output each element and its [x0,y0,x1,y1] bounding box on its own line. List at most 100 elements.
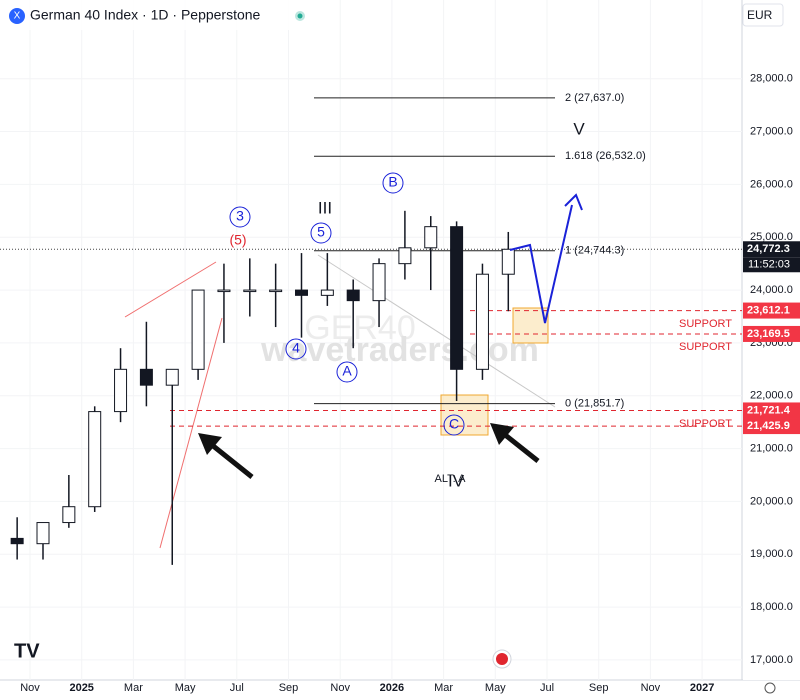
candle-body [320,289,334,296]
y-tick-label: 20,000.0 [750,495,793,507]
y-tick-label: 18,000.0 [750,601,793,613]
projection-path [509,204,573,324]
wave-circle [310,222,332,244]
x-tick-label: 2027 [690,682,714,694]
symbol-icon[interactable] [9,8,25,24]
countdown-bg [743,257,800,273]
y-tick-label: 27,000.0 [750,125,793,137]
x-tick-label: Sep [279,682,299,694]
fib-label: 1 (24,744.3) [565,245,624,257]
wave-label: III [318,198,332,217]
candle-body [139,368,153,386]
x-tick-label: May [175,682,196,694]
candle-body [217,289,231,293]
candle-body [346,289,360,302]
y-tick-label: 26,000.0 [750,178,793,190]
wedge-line [124,261,217,318]
target-zone [512,307,549,344]
wave-label: B [388,174,397,190]
y-tick-label: 17,000.0 [750,654,793,666]
candle-body [295,289,308,296]
fib-label: 1.618 (26,532.0) [565,150,646,162]
alt-label: ALT: A [435,473,467,485]
support-tag [743,302,800,319]
chart-title: German 40 Index · 1D · Pepperstone [30,7,261,23]
support-tag-label: 21,721.4 [747,404,791,416]
wave-label: 4 [292,340,300,356]
candle-body [36,522,50,545]
x-tick-label: Nov [330,682,350,694]
header-bg [0,0,320,30]
wedge-line [159,317,223,549]
support-tag [743,325,800,342]
y-tick-label: 19,000.0 [750,548,793,560]
watermark-symbol: GER40 [304,309,416,347]
arrow [198,433,254,479]
wave-circle [443,414,465,436]
support-tag-label: 23,612.1 [747,304,790,316]
currency-button[interactable] [742,3,784,27]
status-dot [297,13,303,19]
wave-label: V [573,119,585,138]
support-tag-label: 21,425.9 [747,420,790,432]
axes: 17,000.0 18,000.0 19,000.0 20,000.0 21,000.0… [0,30,800,700]
candle-body [269,289,283,293]
fib-label: 0 (21,851.7) [565,397,624,409]
x-tick-label: Jul [540,682,554,694]
candle-body [398,247,412,265]
candle-body [191,289,205,370]
y-tick-label: 24,000.0 [750,284,793,296]
candle-body [62,506,76,524]
wave-circle [336,361,358,383]
candle-body [450,226,464,370]
support-label: SUPPORT [679,318,732,330]
candle-body [501,248,515,275]
target-zone [440,394,489,436]
x-tick-label: Nov [641,682,661,694]
wave-label: 5 [317,224,325,240]
wave-circle [229,206,251,228]
wave-label: IV [448,471,465,490]
trend-line [317,254,556,408]
wave-label: (5) [229,232,246,248]
support-tag-label: 23,169.5 [747,328,790,340]
settings-icon [764,682,776,694]
symbol-icon-glyph: X [14,11,21,22]
watermark: wavetraders.com [260,331,539,369]
arrow [490,423,540,463]
wave-label: 3 [236,208,244,224]
x-tick-label: 2026 [380,682,404,694]
support-tag [743,418,800,435]
wave-labels: 3 (5) III 5 4 A B C IV V ALT: A [229,119,585,490]
x-tick-label: Sep [589,682,609,694]
candles [10,210,515,565]
price-axis-bg [743,30,800,680]
candle-body [88,411,102,508]
candle-body [114,368,128,413]
fib-label: 2 (27,637.0) [565,92,624,104]
candle-body [372,263,386,302]
grid [0,0,742,680]
candle-body [243,289,257,293]
wave-label: C [449,416,459,432]
candle-body [424,226,438,249]
overlays: 2 (27,637.0) 1.618 (26,532.0) 1 (24,744.3)… [0,92,742,427]
x-tick-label: 2025 [69,682,93,694]
support-label: SUPPORT [679,418,732,430]
wave-circle [382,172,404,194]
x-tick-label: Jul [230,682,244,694]
wave-label: A [342,363,352,379]
currency: EUR [747,8,773,22]
candle-body [165,368,179,386]
wave-circle [285,338,307,360]
y-tick-label: 22,000.0 [750,390,793,402]
countdown: 11:52:03 [748,259,790,271]
time-axis-bg [0,681,800,700]
y-tick-label: 28,000.0 [750,73,793,85]
x-tick-label: May [485,682,506,694]
y-tick-label: 25,000.0 [750,231,793,243]
x-tick-label: Mar [434,682,453,694]
candle-body [475,273,489,370]
logo: TV [14,640,40,662]
y-tick-label: 21,000.0 [750,442,793,454]
